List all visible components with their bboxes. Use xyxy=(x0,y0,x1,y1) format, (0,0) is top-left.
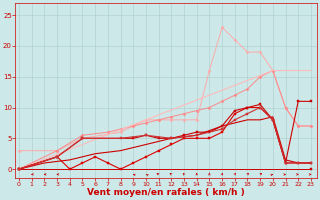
X-axis label: Vent moyen/en rafales ( km/h ): Vent moyen/en rafales ( km/h ) xyxy=(87,188,245,197)
